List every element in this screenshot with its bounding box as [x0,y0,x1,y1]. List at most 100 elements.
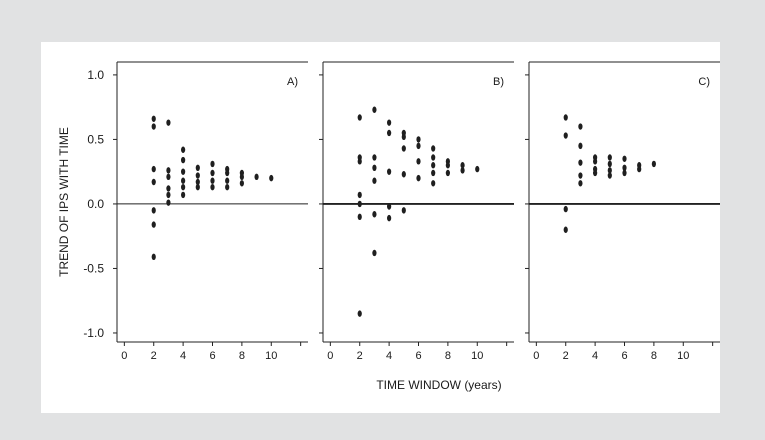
panel-b-data-point [357,191,362,199]
panel-c-data-point [622,155,627,162]
panel-a-data-point [210,183,215,191]
panel-c-data-point [578,159,583,166]
panel-b-data-point [387,119,392,126]
panel-c-data-point [607,172,612,179]
panel-b-data-point [387,129,392,137]
panel-c-data-point [578,172,583,179]
panel-b-data-point [431,169,436,177]
panel-b-x-tick-label: 0 [327,350,333,362]
panel-c-data-point [578,142,583,150]
panel-b-data-point [372,177,377,184]
panel-a-data-point [181,156,186,164]
panel-c-data-point [563,132,568,139]
panel-b-data-point [475,165,480,173]
panel-b-data-point [372,164,377,172]
panel-b-data-point [401,171,406,178]
panel-a-data-point [225,183,230,191]
panel-a-data-point [195,183,200,191]
panel-c-data-point [593,158,598,165]
panel-c-data-point [593,169,598,177]
panel-a-data-point [166,167,171,174]
panel-a-data-point [210,169,215,177]
panel-c-data-point [578,180,583,187]
panel-a-data-point [181,168,186,175]
y-tick-label: -1.0 [83,326,104,340]
panel-b-data-point [372,211,377,218]
panel-b-data-point [431,154,436,161]
panel-a-data-point [151,115,156,122]
panel-c-label: C) [698,76,710,88]
panel-c-data-point [651,160,656,168]
panel-a-data-point [166,119,171,126]
panel-a-data-point [239,173,244,181]
panel-a-label: A) [287,76,298,88]
x-axis-title: TIME WINDOW (years) [376,378,501,392]
panel-c-data-point [607,154,612,161]
panel-b-data-point [357,213,362,221]
figure-card: TREND OF IPS WITH TIME TIME WINDOW (year… [41,42,720,413]
panel-a-x-tick-label: 4 [180,350,186,362]
panel-a-data-point [239,180,244,187]
panel-a-data-point [269,174,274,182]
panel-a-x-tick-label: 0 [121,350,127,362]
panel-c-x-tick-label: 8 [651,350,657,362]
panel-b-data-point [357,114,362,121]
panel-a-data-point [225,169,230,177]
panel-b-x-tick-label: 6 [415,350,421,362]
y-tick-label: 1.0 [87,68,104,82]
panel-a-data-point [151,123,156,130]
panel-a-data-point [166,199,171,206]
panel-b-data-point [431,162,436,169]
panel-b-data-point [387,214,392,222]
panel-c-x-tick-label: 10 [677,350,689,362]
panel-b-data-point [416,136,421,143]
panel-a-data-point [181,177,186,184]
panel-c-data-point [622,169,627,177]
panel-c-x-tick-label: 2 [563,350,569,362]
panel-a-data-point [151,207,156,214]
panel-a-data-point [181,183,186,191]
panel-a-data-point [166,191,171,199]
panel-b-x-tick-label: 2 [357,350,363,362]
panel-b-data-point [431,145,436,152]
panel-b-x-tick-label: 10 [471,350,483,362]
panel-c-x-tick-label: 0 [533,350,539,362]
panel-a-x-tick-label: 8 [239,350,245,362]
panel-a-x-tick-label: 2 [151,350,157,362]
panel-b-data-point [445,162,450,169]
panel-a-data-point [151,221,156,228]
panel-a-data-point [195,178,200,186]
y-tick-label: 0.0 [87,197,104,211]
panel-b-data-point [416,174,421,182]
panel-b-data-point [372,106,377,113]
panel-b-data-point [357,158,362,165]
panel-a-data-point [195,172,200,179]
panel-b-data-point [445,169,450,177]
panel-a-data-point [225,177,230,184]
panel-a-data-point [181,191,186,199]
panel-c-data-point [637,165,642,173]
panel-a-data-point [166,173,171,181]
panel-c-data-point [563,114,568,121]
panel-b-data-point [431,180,436,187]
panel-b-data-point [357,310,362,317]
y-tick-label: 0.5 [87,132,104,146]
panel-a-data-point [166,185,171,192]
y-axis-title: TREND OF IPS WITH TIME [57,127,71,277]
panel-a-x-tick-label: 6 [209,350,215,362]
panel-a-data-point [181,146,186,153]
y-tick-label: -0.5 [83,261,104,275]
panel-a-data-point [195,164,200,172]
panel-c-data-point [607,167,612,174]
panel-b-x-tick-label: 4 [386,350,392,362]
panel-a-data-point [210,160,215,168]
panel-b-data-point [387,203,392,210]
panel-b-data-point [416,158,421,165]
panel-c-data-point [578,123,583,130]
panel-b-data-point [401,145,406,152]
panel-c-data-point [563,205,568,213]
panel-b-data-point [357,200,362,208]
panel-b-data-point [387,168,392,175]
panel-a-data-point [151,178,156,186]
panel-c-data-point [607,160,612,168]
